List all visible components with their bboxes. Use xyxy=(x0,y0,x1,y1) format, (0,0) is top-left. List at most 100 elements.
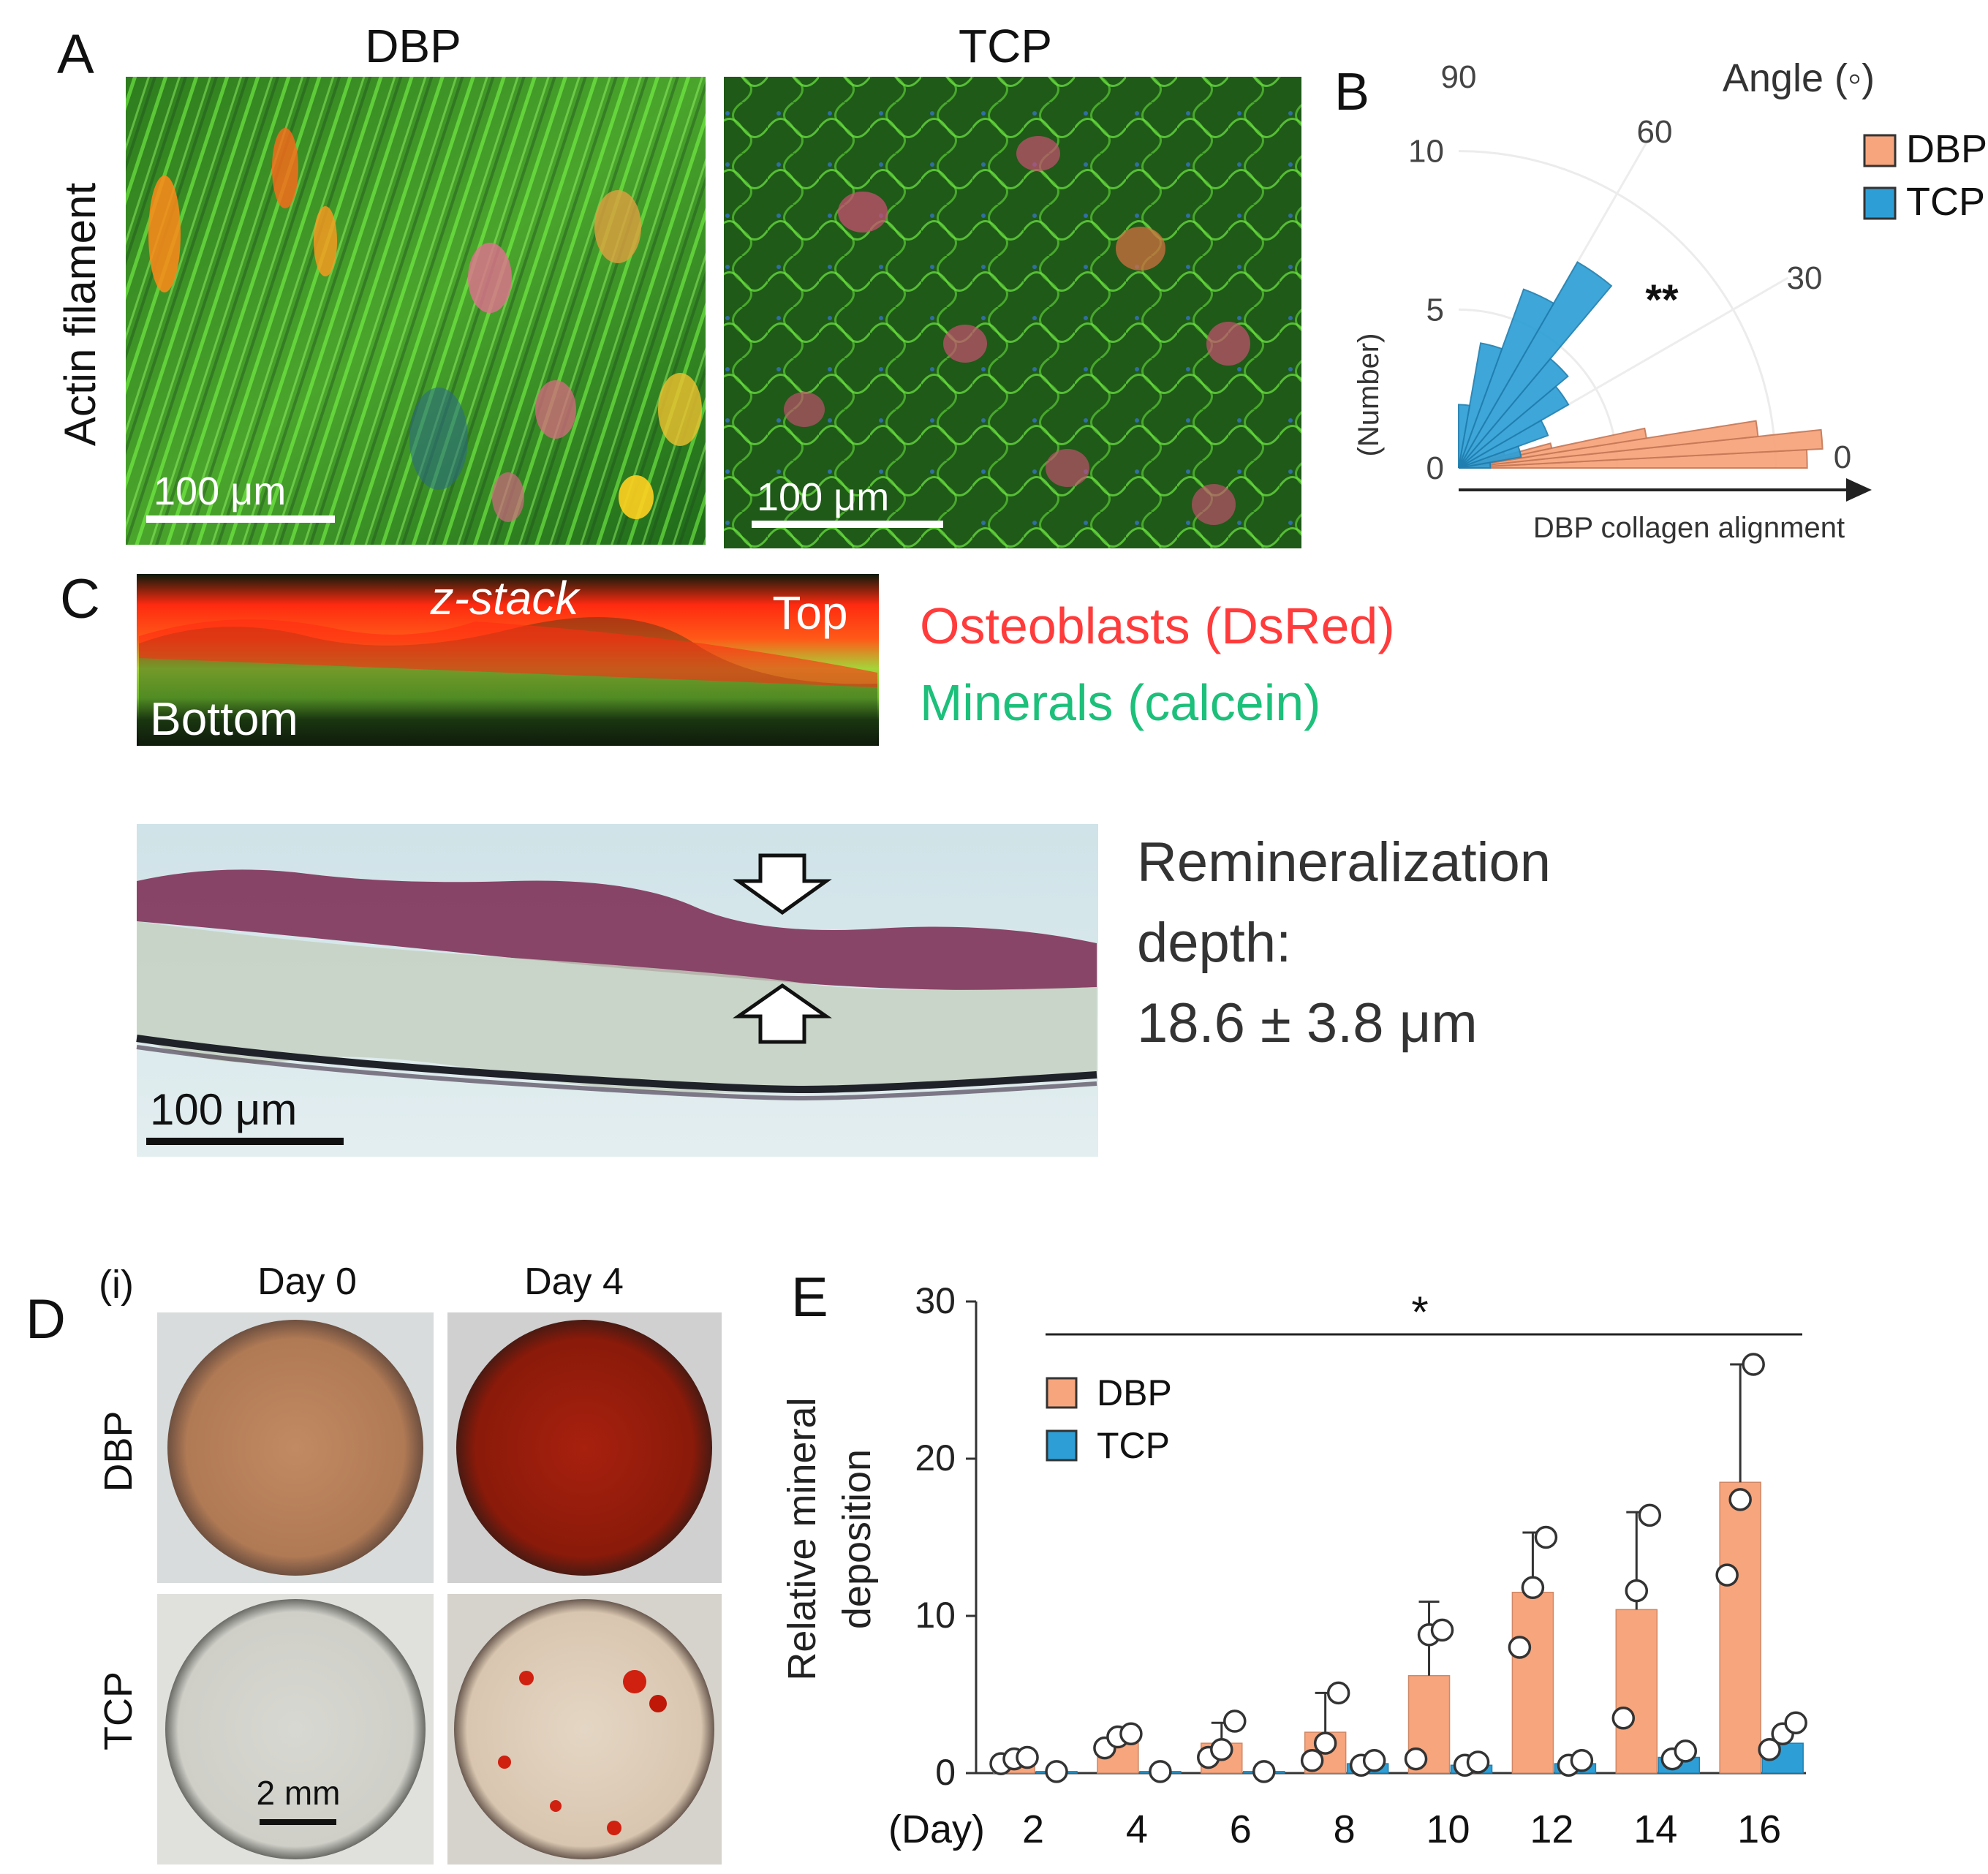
polar-wedge-tcp xyxy=(1458,288,1555,469)
bar-x-tick-label: 8 xyxy=(1334,1807,1356,1851)
polar-radial-tick: 0 xyxy=(1426,450,1444,486)
data-point-dbp xyxy=(1521,1576,1545,1600)
bar-y-axis-label: deposition xyxy=(835,1449,879,1629)
bar-y-tick-label: 10 xyxy=(915,1595,956,1636)
bar-x-tick-label: 14 xyxy=(1633,1807,1677,1851)
polar-x-axis-arrowhead xyxy=(1846,478,1872,502)
bar-x-tick-label: 10 xyxy=(1426,1807,1470,1851)
polar-grid-arc xyxy=(1458,150,1777,469)
scalebar-c xyxy=(146,1138,344,1145)
legend-b-swatch-tcp xyxy=(1863,186,1897,220)
legend-b-label-tcp: TCP xyxy=(1906,180,1985,224)
data-point-dbp xyxy=(1313,1731,1337,1755)
legend-b-swatch-dbp xyxy=(1863,134,1897,167)
polar-radial-tick: 10 xyxy=(1408,134,1444,170)
actin-image-tcp: 100 μm xyxy=(724,77,1301,548)
bar-legend-swatch-dbp xyxy=(1046,1377,1078,1409)
polar-radial-tick: 5 xyxy=(1426,292,1444,328)
bar-legend-swatch-tcp xyxy=(1046,1429,1078,1462)
polar-significance: ** xyxy=(1645,276,1679,324)
data-point-dbp xyxy=(1119,1722,1143,1745)
bar-y-axis-label: Relative mineral xyxy=(780,1397,824,1680)
panel-d-col-label-day0: Day 0 xyxy=(257,1261,357,1303)
panel-e-letter: E xyxy=(791,1266,828,1329)
panel-d-row-label-tcp: TCP xyxy=(97,1671,140,1750)
bar-x-tick-label: 4 xyxy=(1126,1807,1148,1851)
remineralization-line2: depth: xyxy=(1137,912,1291,974)
bar-x-tick-label: 12 xyxy=(1530,1807,1573,1851)
scalebar-label-d: 2 mm xyxy=(257,1774,341,1812)
bar-significance-label: * xyxy=(1411,1288,1428,1337)
data-point-dbp xyxy=(1728,1488,1752,1511)
panel-b-letter: B xyxy=(1334,63,1369,121)
arrow-up-icon xyxy=(733,983,832,1044)
scalebar-a-tcp xyxy=(752,521,943,528)
data-point-dbp xyxy=(1430,1618,1454,1642)
bar-dbp xyxy=(1615,1609,1658,1774)
well-dbp-day0 xyxy=(157,1312,434,1583)
remineralization-line1: Remineralization xyxy=(1137,831,1551,893)
histology-image: 100 μm xyxy=(136,824,1098,1157)
data-point-dbp xyxy=(1611,1707,1636,1730)
zstack-image: z-stack Top Bottom xyxy=(137,572,879,746)
remineralization-value: 18.6 ± 3.8 μm xyxy=(1137,992,1478,1054)
data-point-dbp xyxy=(1016,1745,1039,1769)
data-point-tcp xyxy=(1758,1738,1781,1761)
bar-dbp xyxy=(1719,1481,1761,1774)
scalebar-label-a-tcp: 100 μm xyxy=(757,475,889,519)
bar-x-tick-label: 6 xyxy=(1230,1807,1252,1851)
panel-d-col-label-day4: Day 4 xyxy=(524,1261,624,1303)
polar-grid-arc xyxy=(1458,308,1619,469)
radial-axis-label: (Number) xyxy=(1353,333,1385,457)
actin-image-dbp: 100 μm xyxy=(126,77,706,545)
scalebar-a-dbp xyxy=(146,515,335,523)
angle-title: Angle (◦) xyxy=(1723,56,1875,100)
data-point-tcp xyxy=(1362,1749,1386,1772)
data-point-dbp xyxy=(1742,1353,1765,1376)
polar-rose-chart: 90 60 30 0 0 5 10 xyxy=(1408,59,1872,502)
scalebar-d xyxy=(260,1819,336,1825)
data-point-dbp xyxy=(1715,1563,1739,1587)
scalebar-label-c: 100 μm xyxy=(150,1085,297,1134)
legend-minerals: Minerals (calcein) xyxy=(920,674,1320,731)
data-point-tcp xyxy=(1149,1760,1172,1783)
data-point-dbp xyxy=(1404,1747,1428,1771)
data-point-dbp xyxy=(1638,1503,1662,1527)
panel-a-col-label-dbp: DBP xyxy=(365,20,461,72)
legend-b-label-dbp: DBP xyxy=(1906,127,1987,171)
polar-angle-tick: 60 xyxy=(1637,114,1673,150)
bar-legend-label-dbp: DBP xyxy=(1097,1372,1172,1413)
data-point-tcp xyxy=(1045,1760,1068,1783)
data-point-tcp xyxy=(1570,1749,1594,1772)
data-point-dbp xyxy=(1326,1681,1350,1705)
bar-chart: 0 10 20 30 Relative mineral deposition * DBP TCP… xyxy=(780,1280,1807,1851)
polar-wedge-tcp xyxy=(1458,261,1613,469)
panel-d-letter: D xyxy=(26,1288,66,1350)
data-point-dbp xyxy=(1625,1579,1649,1603)
polar-angle-tick: 90 xyxy=(1441,59,1477,95)
panel-a-col-label-tcp: TCP xyxy=(959,20,1052,72)
data-point-tcp xyxy=(1252,1760,1276,1783)
data-point-dbp xyxy=(1534,1525,1558,1549)
data-point-tcp xyxy=(1466,1750,1490,1774)
bar-y-tick-label: 0 xyxy=(935,1752,956,1793)
polar-x-axis-label: DBP collagen alignment xyxy=(1533,512,1845,544)
panel-a-row-label: Actin filament xyxy=(56,183,105,446)
well-tcp-day0: 2 mm xyxy=(157,1594,434,1864)
polar-wedge-tcp xyxy=(1458,342,1503,469)
bar-dbp xyxy=(1511,1592,1554,1774)
bar-y-tick-label: 30 xyxy=(915,1280,956,1321)
polar-angle-tick: 0 xyxy=(1834,439,1851,475)
data-point-dbp xyxy=(1508,1636,1532,1659)
zstack-label: z-stack xyxy=(430,572,581,624)
zstack-top-label: Top xyxy=(772,586,847,639)
data-point-dbp xyxy=(1300,1749,1324,1772)
polar-angle-tick: 30 xyxy=(1787,260,1823,296)
data-point-dbp xyxy=(1210,1738,1233,1761)
bar-x-tick-label: 2 xyxy=(1022,1807,1044,1851)
data-point-tcp xyxy=(1784,1711,1807,1734)
legend-osteoblasts: Osteoblasts (DsRed) xyxy=(920,597,1395,654)
well-dbp-day4 xyxy=(447,1312,722,1583)
legend-b: DBP TCP xyxy=(1863,127,1987,224)
